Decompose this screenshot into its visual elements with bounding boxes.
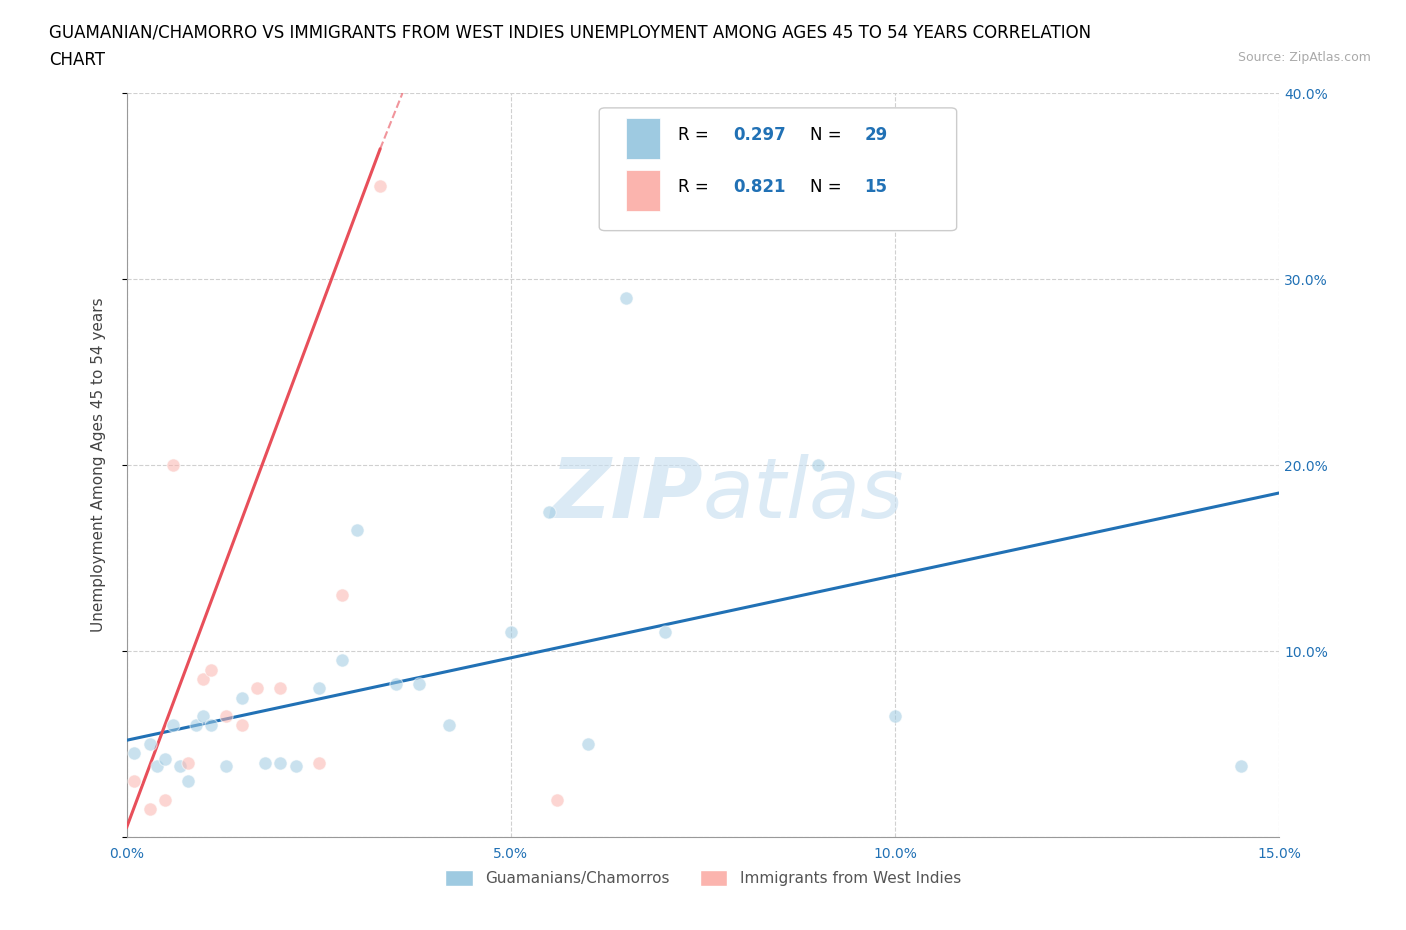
Point xyxy=(269,755,291,770)
Point xyxy=(499,625,522,640)
Point xyxy=(231,690,253,705)
Point xyxy=(193,709,215,724)
FancyBboxPatch shape xyxy=(626,170,661,211)
Point xyxy=(1230,759,1253,774)
Text: GUAMANIAN/CHAMORRO VS IMMIGRANTS FROM WEST INDIES UNEMPLOYMENT AMONG AGES 45 TO : GUAMANIAN/CHAMORRO VS IMMIGRANTS FROM WE… xyxy=(49,23,1091,41)
Point xyxy=(169,759,191,774)
Point xyxy=(884,709,907,724)
Point xyxy=(284,759,307,774)
FancyBboxPatch shape xyxy=(599,108,956,231)
Point xyxy=(576,737,599,751)
Point xyxy=(330,653,353,668)
Point xyxy=(138,802,160,817)
Point xyxy=(153,792,176,807)
Point xyxy=(138,737,160,751)
Point xyxy=(200,662,222,677)
Text: Source: ZipAtlas.com: Source: ZipAtlas.com xyxy=(1237,51,1371,64)
Text: 0.821: 0.821 xyxy=(733,179,786,196)
Text: N =: N = xyxy=(810,179,846,196)
Point xyxy=(346,523,368,538)
Point xyxy=(193,671,215,686)
Legend: Guamanians/Chamorros, Immigrants from West Indies: Guamanians/Chamorros, Immigrants from We… xyxy=(439,864,967,893)
Point xyxy=(246,681,269,696)
Text: 29: 29 xyxy=(865,126,887,144)
Point xyxy=(253,755,276,770)
Point xyxy=(308,755,330,770)
Point xyxy=(654,625,676,640)
Point xyxy=(384,677,406,692)
Point xyxy=(177,774,200,789)
Text: CHART: CHART xyxy=(49,51,105,69)
Point xyxy=(184,718,207,733)
Text: ZIP: ZIP xyxy=(550,454,703,536)
Point xyxy=(368,179,391,193)
Point xyxy=(177,755,200,770)
Point xyxy=(231,718,253,733)
Point xyxy=(439,718,461,733)
FancyBboxPatch shape xyxy=(626,118,661,159)
Point xyxy=(807,458,830,472)
Point xyxy=(330,588,353,603)
Point xyxy=(162,458,184,472)
Text: N =: N = xyxy=(810,126,846,144)
Point xyxy=(546,792,568,807)
Point xyxy=(122,774,145,789)
Y-axis label: Unemployment Among Ages 45 to 54 years: Unemployment Among Ages 45 to 54 years xyxy=(91,298,105,632)
Text: R =: R = xyxy=(678,179,714,196)
Point xyxy=(162,718,184,733)
Text: R =: R = xyxy=(678,126,714,144)
Point xyxy=(215,709,238,724)
Point xyxy=(215,759,238,774)
Point xyxy=(308,681,330,696)
Point xyxy=(408,677,430,692)
Text: 15: 15 xyxy=(865,179,887,196)
Point xyxy=(153,751,176,766)
Point xyxy=(614,290,637,305)
Point xyxy=(122,746,145,761)
Text: 0.297: 0.297 xyxy=(733,126,786,144)
Point xyxy=(269,681,291,696)
Point xyxy=(538,504,561,519)
Text: atlas: atlas xyxy=(703,454,904,536)
Point xyxy=(200,718,222,733)
Point xyxy=(146,759,169,774)
